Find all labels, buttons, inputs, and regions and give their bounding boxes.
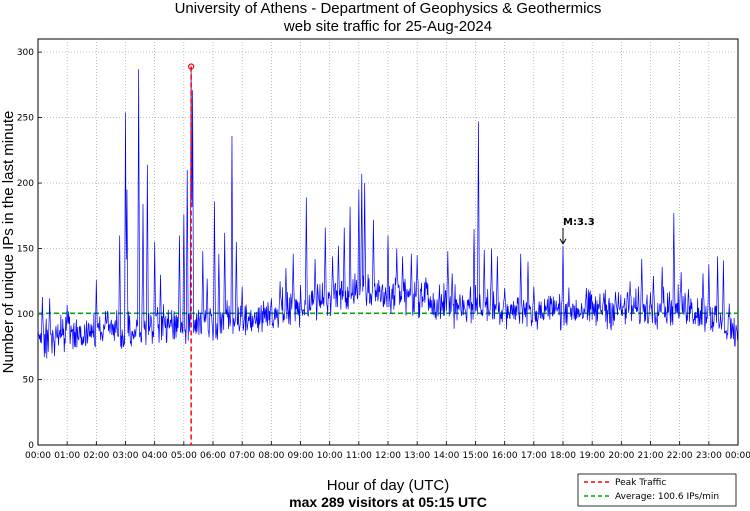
x-tick-label: 19:00 <box>579 451 605 461</box>
y-tick-label: 0 <box>28 441 34 451</box>
x-tick-label: 22:00 <box>667 451 693 461</box>
traffic-line <box>37 66 738 359</box>
x-tick-label: 06:00 <box>200 451 226 461</box>
legend-box <box>577 473 737 507</box>
x-tick-label: 10:00 <box>317 451 343 461</box>
x-tick-label: 04:00 <box>142 451 168 461</box>
x-tick-label: 00:00 <box>725 451 750 461</box>
annotation-label: M:3.3 <box>563 217 595 228</box>
x-tick-label: 02:00 <box>83 451 109 461</box>
legend-average-label: Average: 100.6 IPs/min <box>615 492 719 502</box>
grid-lines <box>37 39 739 446</box>
traffic-series <box>37 66 738 359</box>
chart-title-line-1: University of Athens - Department of Geo… <box>175 0 602 17</box>
annotation-group: M:3.3 <box>559 217 595 245</box>
y-tick-label: 250 <box>17 114 34 124</box>
x-tick-label: 16:00 <box>492 451 518 461</box>
x-tick-label: 01:00 <box>54 451 80 461</box>
x-tick-label: 05:00 <box>171 451 197 461</box>
x-tick-label: 21:00 <box>638 451 664 461</box>
x-tick-label: 08:00 <box>258 451 284 461</box>
chart-title-line-2: web site traffic for 25-Aug-2024 <box>283 18 492 35</box>
x-tick-label: 09:00 <box>288 451 314 461</box>
y-tick-labels: 0 50 100 150 200 250 300 <box>17 48 34 451</box>
peak-point <box>188 63 195 70</box>
annotation-arrow-head <box>559 238 567 245</box>
x-tick-label: 14:00 <box>433 451 459 461</box>
x-tick-label: 07:00 <box>229 451 255 461</box>
peak-marker-group <box>188 63 195 445</box>
legend: Peak Traffic Average: 100.6 IPs/min <box>577 473 737 507</box>
x-tick-label: 17:00 <box>521 451 547 461</box>
legend-peak-label: Peak Traffic <box>615 478 666 488</box>
y-tick-label: 100 <box>17 310 34 320</box>
y-axis-label: Number of unique IPs in the last minute <box>0 111 17 374</box>
x-axis-label: Hour of day (UTC) <box>327 477 450 494</box>
y-tick-label: 50 <box>23 376 35 386</box>
y-tick-label: 200 <box>17 179 34 189</box>
x-tick-label: 03:00 <box>113 451 139 461</box>
x-tick-label: 23:00 <box>696 451 722 461</box>
y-tick-label: 300 <box>17 48 34 58</box>
x-tick-label: 12:00 <box>375 451 401 461</box>
x-tick-labels: 00:00 01:00 02:00 03:00 04:00 05:00 06:00 07:00… <box>25 451 750 461</box>
x-tick-label: 20:00 <box>608 451 634 461</box>
x-tick-label: 00:00 <box>25 451 51 461</box>
x-tick-label: 18:00 <box>550 451 576 461</box>
x-tick-label: 15:00 <box>463 451 489 461</box>
x-tick-label: 13:00 <box>404 451 430 461</box>
max-visitors-subtitle: max 289 visitors at 05:15 UTC <box>289 494 487 510</box>
y-tick-label: 150 <box>17 245 34 255</box>
x-tick-label: 11:00 <box>346 451 372 461</box>
